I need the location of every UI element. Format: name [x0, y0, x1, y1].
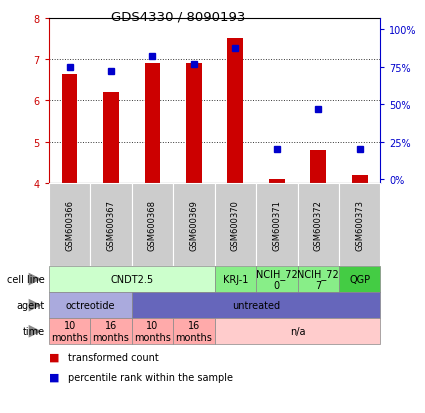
- Text: 16
months: 16 months: [93, 320, 130, 342]
- Text: 10
months: 10 months: [134, 320, 171, 342]
- Text: NCIH_72
7: NCIH_72 7: [298, 268, 339, 291]
- Text: GDS4330 / 8090193: GDS4330 / 8090193: [111, 10, 246, 23]
- Polygon shape: [28, 273, 42, 286]
- Text: 16
months: 16 months: [176, 320, 212, 342]
- Text: QGP: QGP: [349, 274, 370, 285]
- Text: octreotide: octreotide: [65, 300, 115, 311]
- Text: CNDT2.5: CNDT2.5: [110, 274, 153, 285]
- Text: NCIH_72
0: NCIH_72 0: [256, 268, 298, 291]
- Text: GSM600372: GSM600372: [314, 200, 323, 250]
- Bar: [62, 74, 77, 184]
- Text: transformed count: transformed count: [68, 352, 159, 362]
- Text: percentile rank within the sample: percentile rank within the sample: [68, 372, 233, 382]
- Bar: [144, 64, 160, 184]
- Text: GSM600369: GSM600369: [190, 200, 198, 250]
- Bar: [103, 93, 119, 184]
- Text: ■: ■: [49, 372, 60, 382]
- Text: n/a: n/a: [290, 326, 305, 337]
- Polygon shape: [28, 299, 42, 312]
- Text: cell line: cell line: [7, 274, 45, 285]
- Bar: [227, 39, 243, 184]
- Text: GSM600366: GSM600366: [65, 199, 74, 251]
- Text: ■: ■: [49, 352, 60, 362]
- Text: GSM600368: GSM600368: [148, 199, 157, 251]
- Bar: [186, 64, 202, 184]
- Bar: [352, 176, 368, 184]
- Text: GSM600367: GSM600367: [107, 199, 116, 251]
- Text: GSM600370: GSM600370: [231, 200, 240, 250]
- Text: 10
months: 10 months: [51, 320, 88, 342]
- Text: GSM600373: GSM600373: [355, 199, 364, 251]
- Text: GSM600371: GSM600371: [272, 200, 281, 250]
- Text: untreated: untreated: [232, 300, 280, 311]
- Bar: [269, 180, 285, 184]
- Bar: [310, 151, 326, 184]
- Text: agent: agent: [17, 300, 45, 311]
- Text: time: time: [23, 326, 45, 337]
- Text: KRJ-1: KRJ-1: [223, 274, 248, 285]
- Polygon shape: [28, 325, 42, 338]
